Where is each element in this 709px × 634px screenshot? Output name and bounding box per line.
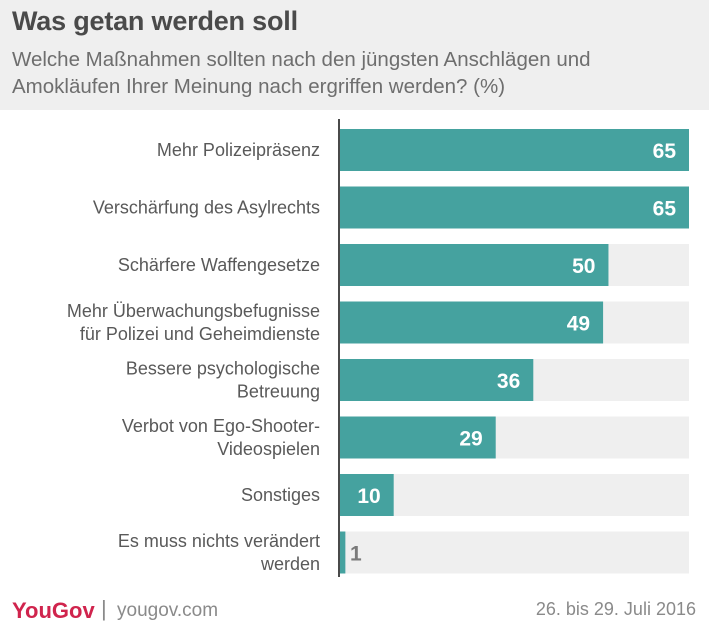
value-label: 50: [572, 255, 595, 278]
bar: [340, 186, 689, 229]
value-label: 10: [357, 485, 380, 508]
bar-row: Bessere psychologische Betreuung 36: [126, 359, 689, 402]
category-label: Mehr Polizeipräsenz: [157, 140, 320, 160]
bar: [340, 416, 496, 459]
value-label: 49: [567, 313, 590, 336]
bar-track: [340, 474, 689, 516]
category-label: Bessere psychologische Betreuung: [126, 359, 320, 402]
category-label: Es muss nichts verändert werden: [118, 531, 320, 574]
category-label: Verbot von Ego-Shooter-Videospielen: [122, 416, 320, 459]
bar: [340, 359, 534, 401]
footer-separator: |: [101, 596, 107, 621]
category-label: Verschärfung des Asylrechts: [93, 198, 320, 218]
bar-row: Sonstiges 10: [241, 474, 689, 516]
bar: [340, 301, 604, 344]
bar-track: [340, 531, 689, 574]
bar-row: Mehr Überwachungsbefugnisse für Polizei u…: [67, 301, 689, 344]
bar-row: Schärfere Waffengesetze 50: [118, 244, 689, 286]
chart-subtitle: Welche Maßnahmen sollten nach den jüngst…: [12, 48, 591, 98]
value-label: 29: [459, 428, 482, 451]
value-label: 1: [350, 543, 362, 566]
bar-row: Mehr Polizeipräsenz 65: [157, 129, 689, 171]
footer-url-link[interactable]: yougov.com: [117, 600, 219, 621]
bar-row: Verbot von Ego-Shooter-Videospielen 29: [122, 416, 689, 459]
value-label: 65: [653, 140, 677, 163]
survey-date: 26. bis 29. Juli 2016: [535, 599, 696, 619]
bar: [340, 531, 346, 574]
category-label: Mehr Überwachungsbefugnisse für Polizei u…: [67, 301, 320, 344]
yougov-logo[interactable]: YouGov: [12, 598, 95, 623]
value-label: 36: [497, 370, 520, 393]
bar: [340, 474, 394, 516]
bar-row: Verschärfung des Asylrechts 65: [93, 186, 689, 229]
category-label: Schärfere Waffengesetze: [118, 255, 320, 275]
chart-title: Was getan werden soll: [12, 6, 298, 36]
bar: [340, 129, 689, 171]
bar-row: Es muss nichts verändert werden 1: [118, 531, 689, 574]
bar: [340, 244, 609, 286]
category-label: Sonstiges: [241, 485, 320, 505]
value-label: 65: [653, 198, 677, 221]
header: Was getan werden soll Welche Maßnahmen s…: [0, 0, 709, 110]
